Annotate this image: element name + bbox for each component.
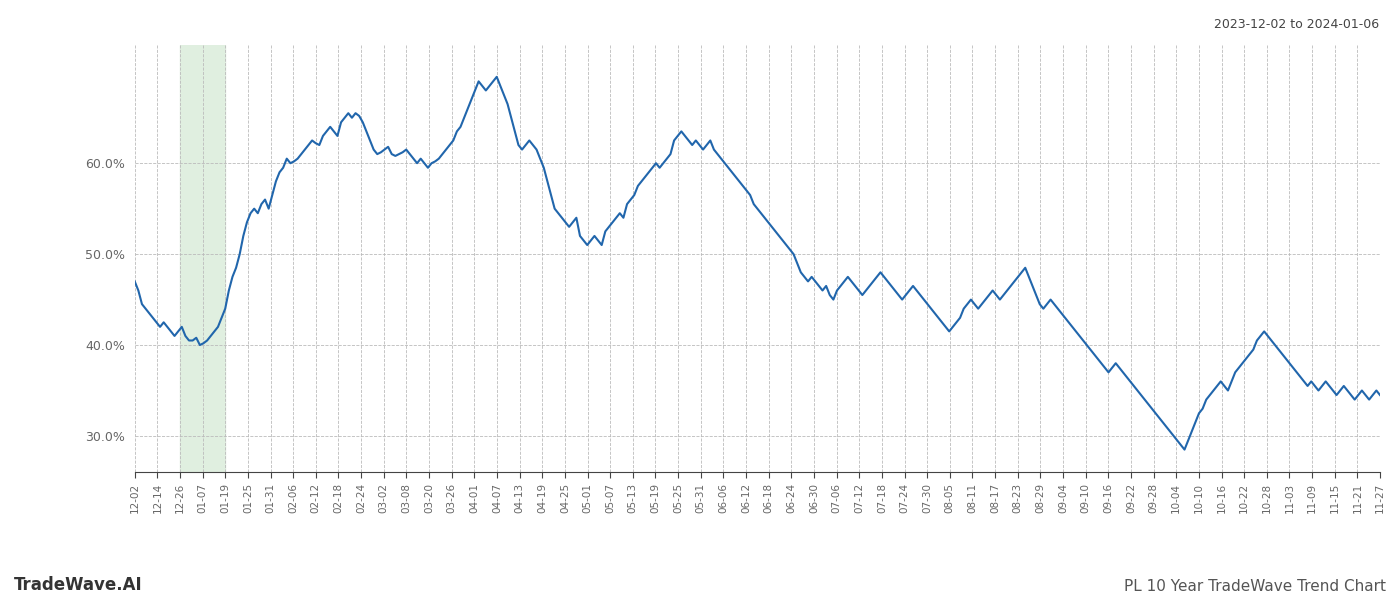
Text: TradeWave.AI: TradeWave.AI <box>14 576 143 594</box>
Text: PL 10 Year TradeWave Trend Chart: PL 10 Year TradeWave Trend Chart <box>1124 579 1386 594</box>
Text: 2023-12-02 to 2024-01-06: 2023-12-02 to 2024-01-06 <box>1214 18 1379 31</box>
Bar <box>181 45 225 472</box>
